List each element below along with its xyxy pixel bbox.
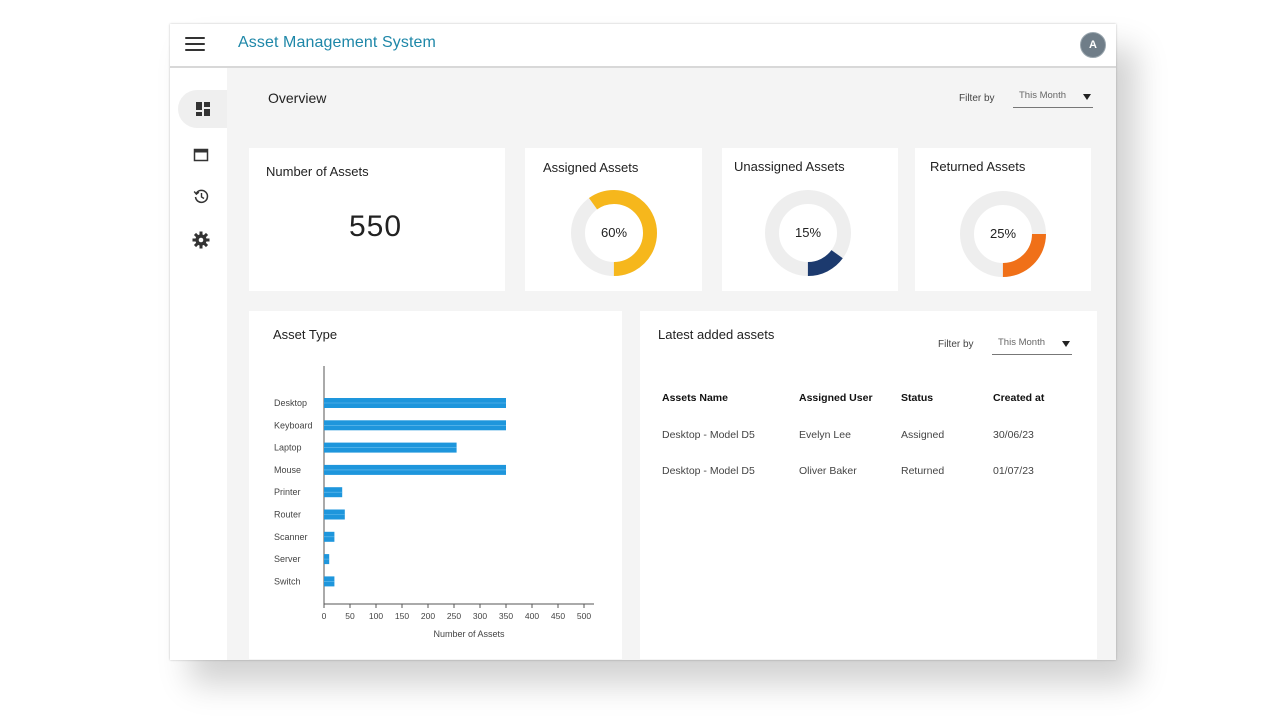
chart-x-tick-label: 50 <box>345 611 355 621</box>
page-title: Overview <box>268 90 327 106</box>
card-title: Latest added assets <box>658 327 775 342</box>
card-title: Number of Assets <box>266 164 369 179</box>
cell-created-at: 01/07/23 <box>993 465 1034 477</box>
filter-dropdown[interactable]: This Month <box>1013 88 1093 108</box>
returned-percent: 25% <box>989 226 1017 241</box>
assigned-donut <box>571 190 657 276</box>
sidebar-item-assets[interactable] <box>178 136 224 174</box>
chart-x-tick-label: 400 <box>525 611 539 621</box>
unassigned-percent: 15% <box>794 225 822 240</box>
cell-asset-name: Desktop - Model D5 <box>662 429 755 441</box>
card-number-of-assets: Number of Assets 550 <box>249 148 505 291</box>
app-title: Asset Management System <box>238 34 436 51</box>
table-row[interactable]: Desktop - Model D5 Oliver Baker Returned… <box>662 453 1073 489</box>
app-window: Asset Management System A <box>170 24 1116 660</box>
unassigned-donut-arc <box>765 190 851 276</box>
sidebar-item-history[interactable] <box>178 177 224 215</box>
card-title: Assigned Assets <box>543 160 639 175</box>
caret-down-icon <box>1062 341 1070 347</box>
chart-x-tick-label: 350 <box>499 611 513 621</box>
returned-donut <box>960 191 1046 277</box>
column-header: Status <box>901 392 934 404</box>
filter-label: Filter by <box>959 93 995 104</box>
filter-label: Filter by <box>938 339 974 350</box>
column-header: Assigned User <box>799 392 873 404</box>
chart-x-tick-label: 300 <box>473 611 487 621</box>
card-title: Asset Type <box>273 327 338 342</box>
chart-category-label: Scanner <box>274 532 308 542</box>
cell-status: Returned <box>901 465 945 477</box>
chart-x-tick-label: 250 <box>447 611 461 621</box>
sidebar-item-dashboard[interactable] <box>178 90 227 128</box>
chart-category-label: Mouse <box>274 465 301 475</box>
filter-value: This Month <box>1019 90 1066 101</box>
chart-x-tick-label: 150 <box>395 611 409 621</box>
column-header: Created at <box>993 392 1045 404</box>
chart-category-label: Keyboard <box>274 420 313 430</box>
cell-created-at: 30/06/23 <box>993 429 1034 441</box>
card-unassigned-assets: Unassigned Assets 15% <box>722 148 898 291</box>
chart-category-label: Desktop <box>274 398 307 408</box>
card-latest-assets: Latest added assets Filter by This Month… <box>640 311 1097 659</box>
chart-x-tick-label: 200 <box>421 611 435 621</box>
window-icon <box>193 148 209 162</box>
assigned-donut-arc <box>571 190 657 276</box>
caret-down-icon <box>1083 94 1091 100</box>
table-header-row: Assets Name Assigned User Status Created… <box>662 379 1073 417</box>
sidebar <box>170 68 227 660</box>
column-header: Assets Name <box>662 392 728 404</box>
dashboard-icon <box>195 102 210 116</box>
history-icon <box>193 189 208 203</box>
card-title: Returned Assets <box>930 159 1026 174</box>
card-assigned-assets: Assigned Assets 60% <box>525 148 702 291</box>
card-asset-type: Asset Type Desktop Keyboard Laptop Mouse Pri… <box>249 311 622 659</box>
cell-assigned-user: Evelyn Lee <box>799 429 851 441</box>
asset-count: 550 <box>349 210 403 243</box>
gear-icon <box>192 231 210 249</box>
cell-assigned-user: Oliver Baker <box>799 465 857 477</box>
cell-status: Assigned <box>901 429 945 441</box>
chart-x-tick-label: 450 <box>551 611 565 621</box>
table-row[interactable]: Desktop - Model D5 Evelyn Lee Assigned 3… <box>662 417 1073 453</box>
chart-x-tick-label: 0 <box>322 611 327 621</box>
menu-icon[interactable] <box>185 35 207 53</box>
chart-x-tick-label: 500 <box>577 611 591 621</box>
returned-donut-arc <box>960 191 1046 277</box>
sidebar-item-settings[interactable] <box>178 221 224 259</box>
chart-category-label: Router <box>274 510 301 520</box>
chart-category-label: Printer <box>274 487 301 497</box>
cell-asset-name: Desktop - Model D5 <box>662 465 755 477</box>
top-bar: Asset Management System A <box>170 24 1116 68</box>
avatar[interactable]: A <box>1080 32 1106 58</box>
chart-category-label: Server <box>274 554 301 564</box>
card-title: Unassigned Assets <box>734 159 845 174</box>
assigned-percent: 60% <box>600 225 628 240</box>
filter-value: This Month <box>998 337 1045 348</box>
main-content: Overview Filter by This Month Number of … <box>227 68 1116 660</box>
unassigned-donut <box>765 190 851 276</box>
chart-category-label: Laptop <box>274 443 302 453</box>
asset-type-bar-chart: Desktop Keyboard Laptop Mouse Printer Router S… <box>274 366 594 639</box>
chart-category-label: Switch <box>274 576 301 586</box>
filter-dropdown[interactable]: This Month <box>992 335 1072 355</box>
latest-assets-table: Assets Name Assigned User Status Created… <box>662 379 1073 489</box>
chart-x-tick-label: 100 <box>369 611 383 621</box>
chart-x-axis-label: Number of Assets <box>433 629 505 639</box>
card-returned-assets: Returned Assets 25% <box>915 148 1091 291</box>
